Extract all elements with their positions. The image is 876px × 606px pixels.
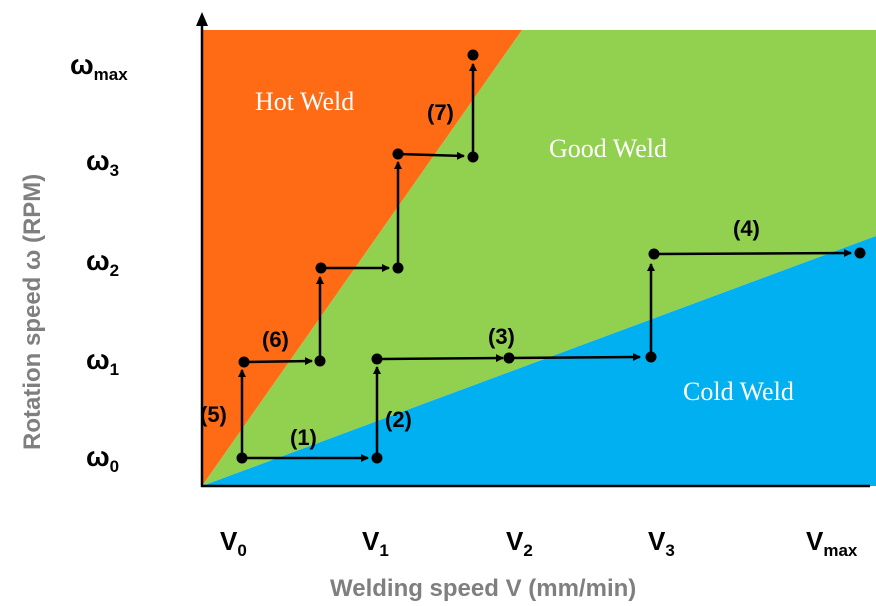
step-label-1: (1)	[290, 425, 317, 450]
node-vmax-w2	[854, 247, 866, 259]
node-v1-w1	[371, 353, 383, 365]
step-label-4: (4)	[733, 216, 760, 241]
node-b-w3	[392, 148, 404, 160]
y-tick-w2: ω2	[86, 245, 119, 280]
node-c-w3	[467, 151, 479, 163]
process-path	[238, 63, 852, 462]
step-label-2: (2)	[385, 407, 412, 432]
node-v0-w0	[236, 452, 248, 464]
x-tick-v0: V0	[220, 526, 247, 560]
x-tick-v2: V2	[506, 526, 533, 560]
node-b-w2	[392, 262, 404, 274]
step-label-5: (5)	[200, 402, 227, 427]
hot-weld-label: Hot Weld	[255, 87, 354, 116]
node-v3-w1	[645, 351, 657, 363]
cold-weld-label: Cold Weld	[683, 377, 794, 406]
x-tick-vmax: Vmax	[806, 526, 858, 560]
y-axis-arrowhead-icon	[196, 12, 208, 26]
node-v2-w1	[503, 352, 515, 364]
path-segment-7b	[397, 151, 465, 160]
path-segment-4b	[653, 249, 852, 258]
step-label-6: (6)	[262, 327, 289, 352]
node-c-wmax	[467, 49, 479, 61]
x-tick-v1: V1	[362, 526, 389, 560]
node-a-w2	[315, 262, 327, 274]
node-a-w1	[314, 355, 326, 367]
y-tick-w3: ω3	[86, 145, 119, 180]
path-segment-3b	[508, 353, 641, 362]
x-tick-v3: V3	[648, 526, 675, 560]
path-segment-3a	[376, 354, 504, 363]
step-label-7: (7)	[427, 100, 454, 125]
cold-weld-region	[202, 236, 876, 486]
node-v3-w2	[648, 248, 660, 260]
y-tick-w0: ω0	[86, 441, 119, 476]
good-weld-region	[202, 30, 876, 486]
node-v1-w0	[371, 452, 383, 464]
y-tick-w1: ω1	[86, 344, 119, 379]
node-v0-w1	[238, 356, 250, 368]
step-label-3: (3)	[488, 324, 515, 349]
x-axis-title: Welding speed V (mm/min)	[330, 575, 636, 602]
y-tick-wmax: ωmax	[70, 49, 128, 84]
good-weld-label: Good Weld	[549, 134, 667, 163]
path-nodes	[236, 49, 866, 464]
y-axis-title: Rotation speed ω (RPM)	[19, 174, 46, 450]
path-segment-6a	[243, 357, 313, 366]
